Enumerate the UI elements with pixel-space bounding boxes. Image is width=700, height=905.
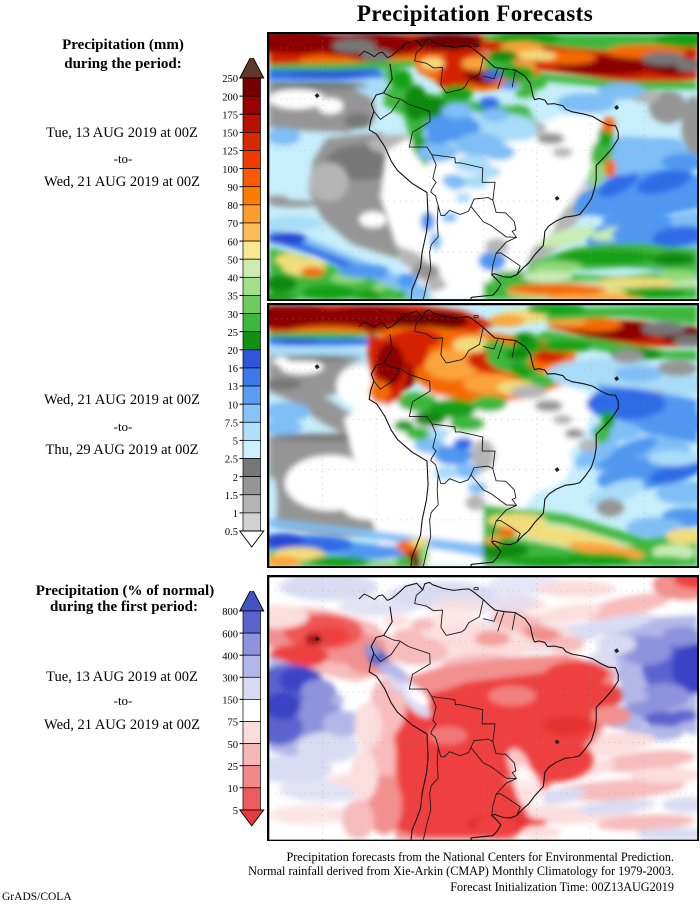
- svg-text:10: 10: [227, 783, 237, 794]
- svg-text:1.5: 1.5: [224, 491, 237, 502]
- svg-text:90: 90: [227, 183, 238, 194]
- svg-text:25: 25: [227, 328, 238, 339]
- svg-text:2: 2: [232, 473, 237, 484]
- svg-text:80: 80: [227, 201, 238, 212]
- svg-text:13: 13: [227, 382, 238, 393]
- svg-text:175: 175: [222, 110, 238, 121]
- svg-text:50: 50: [227, 739, 237, 750]
- svg-text:7.5: 7.5: [224, 418, 237, 429]
- svg-text:150: 150: [222, 695, 238, 706]
- svg-text:10: 10: [227, 400, 238, 411]
- svg-text:300: 300: [222, 673, 238, 684]
- svg-text:75: 75: [227, 717, 237, 728]
- svg-text:1: 1: [232, 509, 237, 520]
- svg-text:40: 40: [227, 274, 238, 285]
- svg-text:100: 100: [222, 165, 238, 176]
- svg-text:35: 35: [227, 292, 238, 303]
- svg-text:800: 800: [222, 607, 238, 618]
- svg-text:16: 16: [227, 364, 238, 375]
- svg-text:25: 25: [227, 761, 237, 772]
- svg-text:5: 5: [232, 806, 237, 817]
- svg-text:5: 5: [232, 437, 237, 448]
- svg-text:0.5: 0.5: [224, 527, 237, 538]
- svg-text:600: 600: [222, 629, 238, 640]
- svg-text:200: 200: [222, 92, 238, 103]
- svg-text:400: 400: [222, 651, 238, 662]
- svg-text:30: 30: [227, 310, 238, 321]
- svg-text:50: 50: [227, 255, 238, 266]
- svg-text:2.5: 2.5: [224, 455, 237, 466]
- svg-text:250: 250: [222, 74, 238, 85]
- svg-text:20: 20: [227, 346, 238, 357]
- svg-text:70: 70: [227, 219, 238, 230]
- svg-text:150: 150: [222, 129, 238, 140]
- svg-text:60: 60: [227, 237, 238, 248]
- svg-text:125: 125: [222, 147, 238, 158]
